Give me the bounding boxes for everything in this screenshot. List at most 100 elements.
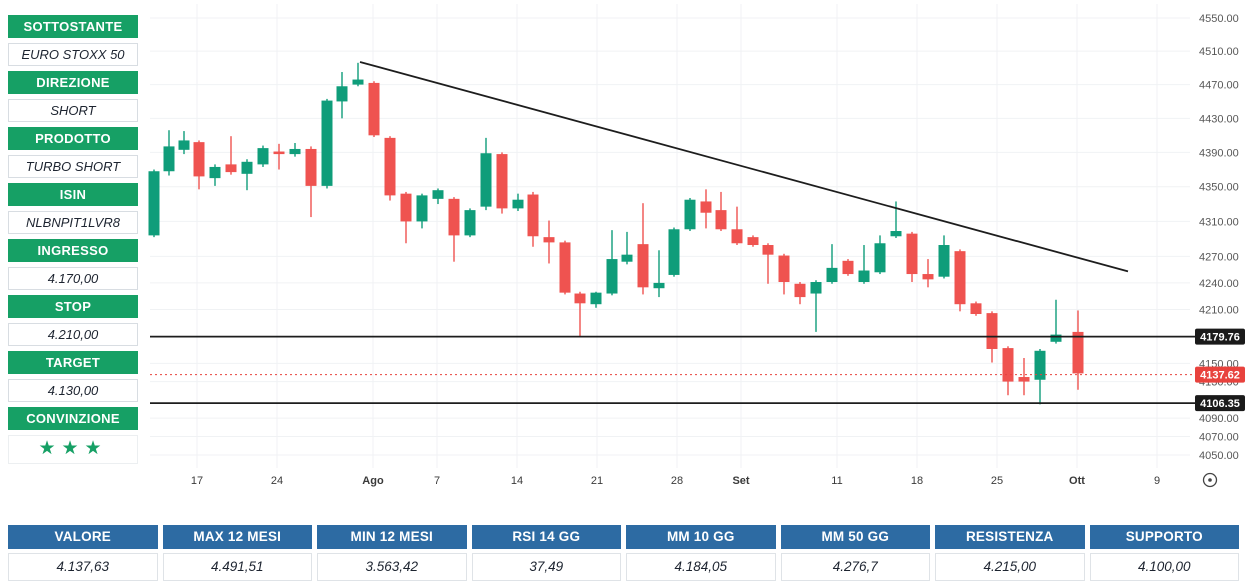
field-label-direzione: DIREZIONE xyxy=(8,71,138,94)
candle[interactable] xyxy=(810,280,822,332)
candle[interactable] xyxy=(321,98,333,189)
candle[interactable] xyxy=(384,136,396,201)
field-label-convinzione: CONVINZIONE xyxy=(8,407,138,430)
candle-body xyxy=(731,229,743,244)
candle-body xyxy=(842,260,854,275)
candle-body xyxy=(527,194,539,237)
field-value-direzione: SHORT xyxy=(8,99,138,122)
candle-body xyxy=(496,154,508,209)
candle-body xyxy=(938,245,950,277)
candle-body xyxy=(163,146,175,172)
candle-body xyxy=(209,166,221,179)
candle[interactable] xyxy=(1072,310,1084,390)
col-header-max12mesi: MAX 12 MESI xyxy=(162,525,312,549)
candle[interactable] xyxy=(257,145,269,167)
candle[interactable] xyxy=(922,259,934,288)
candle[interactable] xyxy=(209,164,221,186)
col-header-supporto: SUPPORTO xyxy=(1089,525,1239,549)
candle[interactable] xyxy=(954,249,966,312)
field-value-isin: NLBNPIT1LVR8 xyxy=(8,211,138,234)
candle[interactable] xyxy=(731,206,743,246)
candle[interactable] xyxy=(1002,346,1014,396)
candle[interactable] xyxy=(241,159,253,191)
candle[interactable] xyxy=(289,142,301,157)
candle-body xyxy=(715,210,727,230)
badge-bg xyxy=(1195,366,1245,383)
candle[interactable] xyxy=(148,169,160,238)
candle[interactable] xyxy=(305,146,317,218)
candle[interactable] xyxy=(1034,348,1046,405)
candle[interactable] xyxy=(858,245,870,284)
candle-body xyxy=(543,237,555,243)
x-axis-label: Ago xyxy=(362,475,384,487)
candle[interactable] xyxy=(842,259,854,276)
candle[interactable] xyxy=(368,81,380,138)
candle[interactable] xyxy=(163,130,175,176)
price-chart[interactable]: 4550.00 4510.00 4470.00 4430.00 4390.00 4350.… xyxy=(0,0,1247,505)
candle[interactable] xyxy=(336,72,348,119)
candle[interactable] xyxy=(684,197,696,232)
candle[interactable] xyxy=(559,240,571,295)
col-header-mm50gg: MM 50 GG xyxy=(780,525,930,549)
candle[interactable] xyxy=(1018,358,1030,396)
time-scale[interactable]: 17 24 Ago 7 14 21 28 Set 11 18 25 Ott 9 xyxy=(191,475,1160,487)
candle[interactable] xyxy=(794,282,806,305)
candle[interactable] xyxy=(826,244,838,284)
candle[interactable] xyxy=(668,227,680,277)
candle-body xyxy=(432,190,444,199)
candle-body xyxy=(512,199,524,209)
y-axis-label: 4430.00 xyxy=(1199,113,1239,125)
candle[interactable] xyxy=(464,208,476,238)
candle[interactable] xyxy=(637,203,649,295)
candle[interactable] xyxy=(874,235,886,275)
candle-body xyxy=(810,282,822,294)
candle[interactable] xyxy=(352,62,364,87)
candle-body xyxy=(762,245,774,255)
candle[interactable] xyxy=(448,197,460,262)
field-value-stop: 4.210,00 xyxy=(8,323,138,346)
candle[interactable] xyxy=(700,189,712,229)
candle[interactable] xyxy=(193,140,205,190)
candle[interactable] xyxy=(762,243,774,284)
candle[interactable] xyxy=(432,188,444,205)
candle-body xyxy=(336,86,348,102)
candle[interactable] xyxy=(653,250,665,298)
candlestick-chart-svg[interactable]: 4550.00 4510.00 4470.00 4430.00 4390.00 4350.… xyxy=(0,0,1247,505)
x-axis-label: 24 xyxy=(271,475,283,487)
candle-body xyxy=(1050,334,1062,342)
candle[interactable] xyxy=(778,253,790,295)
candle[interactable] xyxy=(970,301,982,316)
trendline[interactable] xyxy=(359,61,1129,273)
candle[interactable] xyxy=(906,231,918,283)
candle[interactable] xyxy=(747,235,759,247)
candle[interactable] xyxy=(178,131,190,155)
y-axis-label: 4050.00 xyxy=(1199,450,1239,462)
candle[interactable] xyxy=(574,291,586,337)
candle[interactable] xyxy=(512,193,524,211)
candle-body xyxy=(225,164,237,173)
col-header-min12mesi: MIN 12 MESI xyxy=(317,525,467,549)
candle-body xyxy=(178,140,190,150)
col-value-valore: 4.137,63 xyxy=(8,553,158,581)
candle-body xyxy=(193,142,205,177)
candle[interactable] xyxy=(606,230,618,296)
candle-body xyxy=(970,303,982,315)
candle-body xyxy=(352,79,364,85)
price-scale[interactable]: 4550.00 4510.00 4470.00 4430.00 4390.00 4350.… xyxy=(1199,13,1239,462)
x-axis-label: 28 xyxy=(671,475,683,487)
candle[interactable] xyxy=(273,143,285,170)
candle[interactable] xyxy=(496,152,508,214)
candle[interactable] xyxy=(416,193,428,229)
candle[interactable] xyxy=(480,137,492,211)
candle[interactable] xyxy=(543,220,555,264)
candle[interactable] xyxy=(590,291,602,308)
candle[interactable] xyxy=(225,136,237,175)
candle[interactable] xyxy=(621,231,633,265)
y-axis-label: 4240.00 xyxy=(1199,278,1239,290)
candle[interactable] xyxy=(527,191,539,247)
candle[interactable] xyxy=(400,191,412,244)
candle-body xyxy=(590,292,602,305)
price-scale-settings-icon[interactable] xyxy=(1202,472,1218,488)
candle[interactable] xyxy=(715,191,727,232)
candle[interactable] xyxy=(938,235,950,279)
